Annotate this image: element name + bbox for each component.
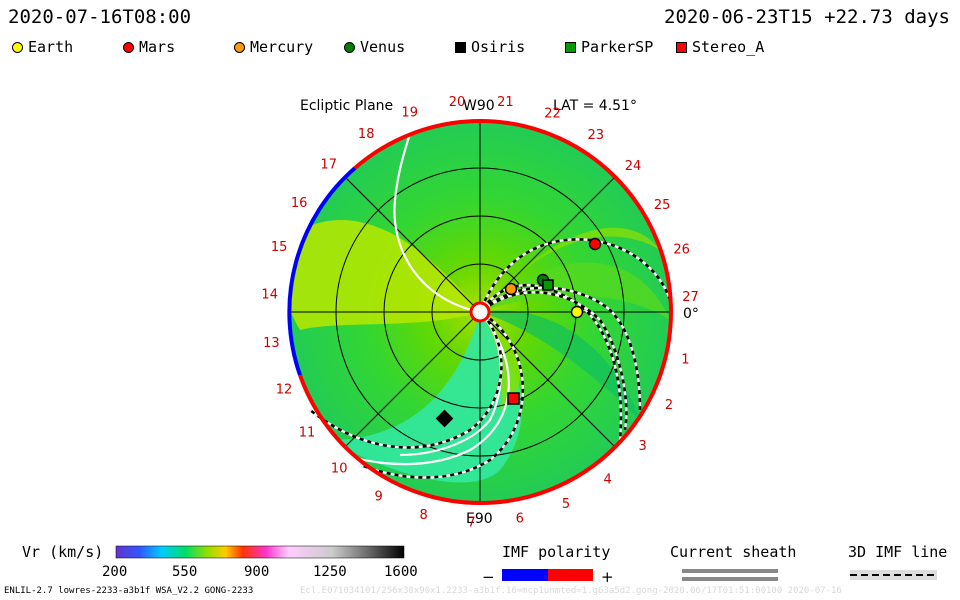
plot-title: Ecliptic Plane bbox=[300, 98, 393, 114]
bottom-direction-label: E90 bbox=[466, 511, 493, 527]
mars-marker bbox=[588, 237, 602, 251]
rim-day-label: 13 bbox=[263, 336, 280, 351]
legend-label: Mars bbox=[139, 38, 176, 56]
rim-day-label: 25 bbox=[654, 198, 671, 213]
cbar-tick: 900 bbox=[244, 564, 269, 580]
sun-icon bbox=[469, 301, 491, 323]
legend-mercury: Mercury bbox=[234, 38, 313, 56]
rim-day-label: 2 bbox=[665, 398, 673, 413]
legend-label: Mercury bbox=[250, 38, 314, 56]
run-path-text: Ecl.E071034101/256x30x90x1.2233-a3b1f.16… bbox=[300, 586, 842, 596]
rim-positive-2 bbox=[353, 119, 481, 170]
rim-day-label: 24 bbox=[625, 159, 642, 174]
cbar-tick: 550 bbox=[172, 564, 197, 580]
rim-day-label: 3 bbox=[639, 439, 647, 454]
rim-day-label: 26 bbox=[673, 242, 690, 257]
imf-polarity-label: IMF polarity bbox=[502, 543, 611, 561]
stereo-a-marker-icon bbox=[676, 41, 687, 53]
earth-marker-icon bbox=[12, 41, 23, 53]
mercury-marker-icon bbox=[234, 41, 245, 53]
cbar-tick: 1600 bbox=[384, 564, 418, 580]
imf-line-label: 3D IMF line bbox=[848, 543, 948, 561]
legend-label: Stereo_A bbox=[692, 38, 765, 56]
rim-day-label: 20 bbox=[449, 95, 466, 110]
rim-day-label: 16 bbox=[291, 196, 308, 211]
cbar-tick: 1250 bbox=[313, 564, 347, 580]
current-sheath-label: Current sheath bbox=[670, 543, 797, 561]
legend-label: ParkerSP bbox=[581, 38, 654, 56]
lat-readout: LAT = 4.51° bbox=[553, 98, 637, 114]
colorbar bbox=[115, 545, 405, 559]
rim-day-label: 5 bbox=[562, 497, 570, 512]
rim-day-label: 18 bbox=[358, 127, 375, 142]
rim-positive bbox=[298, 119, 673, 506]
legend-stereo-a: Stereo_A bbox=[676, 38, 764, 56]
parkersp-marker bbox=[542, 279, 554, 291]
legend-label: Osiris bbox=[471, 38, 526, 56]
rim-day-label: 22 bbox=[544, 106, 561, 121]
venus-marker-icon bbox=[344, 41, 355, 53]
rim-day-label: 19 bbox=[401, 106, 418, 121]
top-direction-label: W90 bbox=[463, 98, 495, 114]
rim-day-label: 4 bbox=[604, 473, 612, 488]
object-legend: Earth Mars Mercury Venus Osiris ParkerSP… bbox=[10, 38, 810, 58]
legend-osiris: Osiris bbox=[455, 38, 525, 56]
rim-day-label: 11 bbox=[299, 425, 316, 440]
rim-day-label: 6 bbox=[516, 512, 524, 527]
imf-polarity-key: − + bbox=[482, 568, 614, 586]
osiris-marker-icon bbox=[455, 41, 466, 53]
colorbar-ticks: 200 550 900 1250 1600 bbox=[102, 564, 418, 580]
rim-negative bbox=[287, 166, 357, 376]
model-info: ENLIL-2.7 lowres-2233-a3b1f WSA_V2.2 GON… bbox=[4, 586, 254, 596]
legend-parkersp: ParkerSP bbox=[565, 38, 653, 56]
mars-marker-icon bbox=[123, 41, 134, 53]
rim-day-label: 7 bbox=[467, 515, 475, 530]
legend-label: Venus bbox=[360, 38, 406, 56]
earth-marker bbox=[570, 305, 584, 319]
sheath-key bbox=[682, 569, 778, 581]
mercury-marker bbox=[504, 282, 518, 296]
rim-day-label: 1 bbox=[681, 353, 689, 368]
object-markers bbox=[435, 237, 602, 428]
header-date: 2020-07-16T08:00 bbox=[8, 6, 192, 28]
imf-plus: + bbox=[601, 568, 614, 586]
rim-day-label: 8 bbox=[419, 508, 427, 523]
rim-day-label: 10 bbox=[331, 462, 348, 477]
rim-day-label: 21 bbox=[497, 95, 514, 110]
legend-earth: Earth bbox=[12, 38, 73, 56]
stereo-a-marker bbox=[507, 392, 520, 405]
rim-day-label: 27 bbox=[682, 290, 699, 305]
rim-day-label: 17 bbox=[320, 158, 337, 173]
cbar-tick: 200 bbox=[102, 564, 127, 580]
colorbar-label: Vr (km/s) bbox=[22, 543, 104, 561]
rim-day-label: 12 bbox=[276, 383, 293, 398]
legend-venus: Venus bbox=[344, 38, 405, 56]
imf-minus: − bbox=[482, 568, 495, 586]
osiris-marker bbox=[435, 409, 454, 428]
imf-lines bbox=[309, 238, 672, 479]
header-run-info: 2020-06-23T15 +22.73 days bbox=[664, 6, 950, 28]
rim-day-label: 15 bbox=[271, 240, 288, 255]
parkersp-marker-icon bbox=[565, 41, 576, 53]
rim-day-label: 14 bbox=[261, 288, 278, 303]
right-direction-label: 0° bbox=[683, 306, 699, 322]
imf-line-key bbox=[850, 570, 937, 580]
rim-day-label: 9 bbox=[375, 490, 383, 505]
legend-label: Earth bbox=[28, 38, 74, 56]
legend-mars: Mars bbox=[123, 38, 175, 56]
rim-day-label: 23 bbox=[588, 128, 605, 143]
